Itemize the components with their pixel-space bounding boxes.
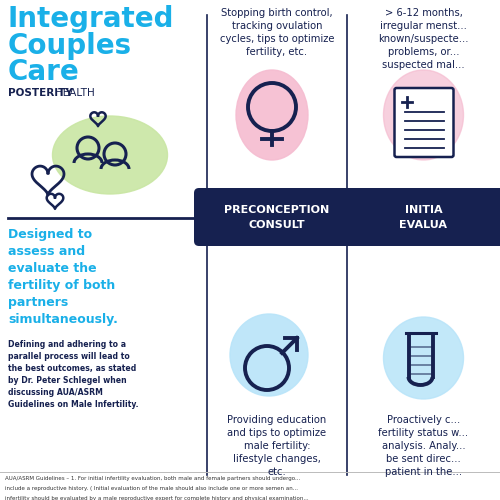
Text: Care: Care [8,58,80,86]
Text: Couples: Couples [8,32,132,60]
Text: > 6-12 months,: > 6-12 months, [384,8,462,18]
Text: HEALTH: HEALTH [55,88,95,98]
Text: known/suspecte...: known/suspecte... [378,34,469,44]
Text: fertility status w...: fertility status w... [378,428,468,438]
Text: and tips to optimize: and tips to optimize [228,428,326,438]
Text: assess and: assess and [8,245,85,258]
Text: patient in the...: patient in the... [385,467,462,477]
Text: tracking ovulation: tracking ovulation [232,21,322,31]
Text: Integrated: Integrated [8,5,174,33]
FancyBboxPatch shape [394,88,454,157]
Text: male fertility:: male fertility: [244,441,310,451]
FancyBboxPatch shape [334,188,500,246]
Text: cycles, tips to optimize: cycles, tips to optimize [220,34,334,44]
FancyBboxPatch shape [194,188,360,246]
Text: Defining and adhering to a: Defining and adhering to a [8,340,126,349]
Text: suspected mal...: suspected mal... [382,60,465,70]
Text: Providing education: Providing education [228,415,326,425]
Ellipse shape [236,70,308,160]
Text: AUA/ASRM Guidelines – 1. For initial infertility evaluation, both male and femal: AUA/ASRM Guidelines – 1. For initial inf… [5,476,300,481]
Text: POSTERITY: POSTERITY [8,88,73,98]
Ellipse shape [52,116,168,194]
Text: CONSULT: CONSULT [248,220,306,230]
Text: PRECONCEPTION: PRECONCEPTION [224,205,330,215]
Text: discussing AUA/ASRM: discussing AUA/ASRM [8,388,103,397]
Text: fertility, etc.: fertility, etc. [246,47,308,57]
Ellipse shape [230,314,308,396]
Text: etc.: etc. [268,467,286,477]
Text: simultaneously.: simultaneously. [8,313,118,326]
Ellipse shape [384,70,464,160]
Text: by Dr. Peter Schlegel when: by Dr. Peter Schlegel when [8,376,126,385]
Text: INITIA: INITIA [404,205,442,215]
Text: Guidelines on Male Infertility.: Guidelines on Male Infertility. [8,400,138,409]
Text: Stopping birth control,: Stopping birth control, [221,8,333,18]
Text: irregular menst...: irregular menst... [380,21,467,31]
Ellipse shape [384,317,464,399]
Text: EVALUA: EVALUA [400,220,448,230]
Text: lifestyle changes,: lifestyle changes, [233,454,321,464]
Text: evaluate the: evaluate the [8,262,96,275]
Text: the best outcomes, as stated: the best outcomes, as stated [8,364,136,373]
Text: infertility should be evaluated by a male reproductive expert for complete histo: infertility should be evaluated by a mal… [5,496,308,500]
Text: parallel process will lead to: parallel process will lead to [8,352,130,361]
Text: Proactively c...: Proactively c... [387,415,460,425]
Text: analysis. Analy...: analysis. Analy... [382,441,466,451]
Text: partners: partners [8,296,68,309]
Text: be sent direc...: be sent direc... [386,454,461,464]
Text: fertility of both: fertility of both [8,279,115,292]
Text: problems, or...: problems, or... [388,47,459,57]
Text: include a reproductive history. ( Initial evaluation of the male should also inc: include a reproductive history. ( Initia… [5,486,298,491]
Text: Designed to: Designed to [8,228,92,241]
